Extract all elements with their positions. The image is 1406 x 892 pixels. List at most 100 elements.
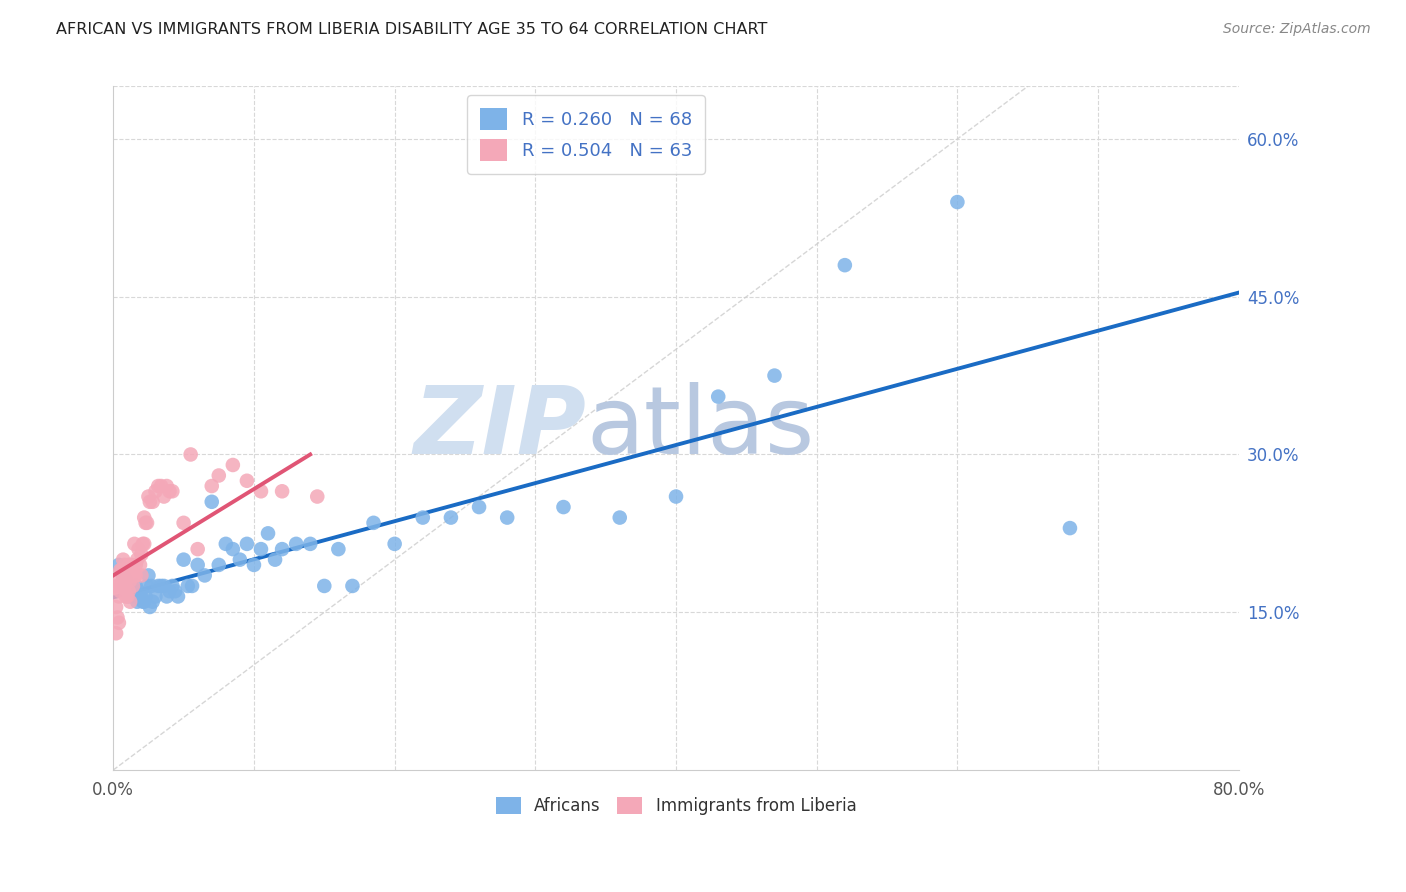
Point [243,558,266,572]
Point [118,590,141,604]
Point [125,558,148,572]
Point [208,468,231,483]
Point [165,584,187,599]
Point [135,516,157,530]
Point [105,626,128,640]
Point [553,500,575,514]
Point [121,558,143,572]
Point [145,590,167,604]
Point [142,595,165,609]
Point [181,579,204,593]
Point [328,542,350,557]
Point [440,510,463,524]
Point [132,537,155,551]
Point [136,579,159,593]
Point [145,484,167,499]
Point [139,599,162,614]
Point [114,579,136,593]
Point [111,563,134,577]
Point [110,584,132,599]
Point [222,542,245,557]
Point [201,495,224,509]
Point [121,568,143,582]
Point [156,590,179,604]
Point [129,558,152,572]
Point [142,495,165,509]
Point [134,537,156,551]
Point [112,574,135,588]
Point [215,537,238,551]
Point [111,579,134,593]
Point [384,537,406,551]
Point [122,579,145,593]
Point [150,579,173,593]
Point [153,490,176,504]
Point [107,579,129,593]
Point [108,615,131,630]
Text: AFRICAN VS IMMIGRANTS FROM LIBERIA DISABILITY AGE 35 TO 64 CORRELATION CHART: AFRICAN VS IMMIGRANTS FROM LIBERIA DISAB… [56,22,768,37]
Point [665,490,688,504]
Point [208,558,231,572]
Point [194,568,217,582]
Point [139,495,162,509]
Point [264,552,287,566]
Point [148,479,170,493]
Point [117,590,139,604]
Point [159,584,181,599]
Point [138,568,160,582]
Point [180,447,202,461]
Point [136,516,159,530]
Point [257,526,280,541]
Point [1059,521,1081,535]
Point [122,584,145,599]
Point [115,590,138,604]
Text: atlas: atlas [586,382,814,475]
Point [120,595,142,609]
Point [114,558,136,572]
Point [201,479,224,493]
Point [177,579,200,593]
Point [468,500,491,514]
Point [342,579,364,593]
Point [118,558,141,572]
Point [135,590,157,604]
Point [129,590,152,604]
Point [131,590,153,604]
Point [222,458,245,472]
Point [122,568,145,582]
Point [156,479,179,493]
Point [120,574,142,588]
Point [121,579,143,593]
Point [834,258,856,272]
Point [173,516,195,530]
Point [173,552,195,566]
Point [250,542,273,557]
Point [153,579,176,593]
Point [285,537,308,551]
Point [763,368,786,383]
Point [236,474,259,488]
Point [134,510,156,524]
Point [271,542,294,557]
Point [115,574,138,588]
Point [124,537,146,551]
Point [148,579,170,593]
Point [112,552,135,566]
Point [108,558,131,572]
Point [412,510,434,524]
Point [115,574,138,588]
Point [112,568,135,582]
Text: Source: ZipAtlas.com: Source: ZipAtlas.com [1223,22,1371,37]
Point [114,579,136,593]
Point [299,537,322,551]
Point [124,590,146,604]
Point [707,390,730,404]
Point [314,579,336,593]
Point [229,552,252,566]
Point [131,548,153,562]
Point [946,195,969,210]
Point [609,510,631,524]
Point [307,490,329,504]
Point [167,590,190,604]
Point [131,568,153,582]
